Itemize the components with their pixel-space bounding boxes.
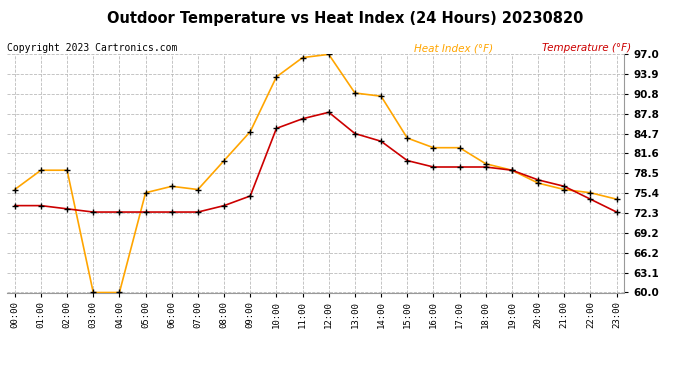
Text: Heat Index (°F): Heat Index (°F) xyxy=(414,43,493,53)
Text: Outdoor Temperature vs Heat Index (24 Hours) 20230820: Outdoor Temperature vs Heat Index (24 Ho… xyxy=(107,11,583,26)
Text: Copyright 2023 Cartronics.com: Copyright 2023 Cartronics.com xyxy=(7,43,177,53)
Text: Temperature (°F): Temperature (°F) xyxy=(542,43,631,53)
